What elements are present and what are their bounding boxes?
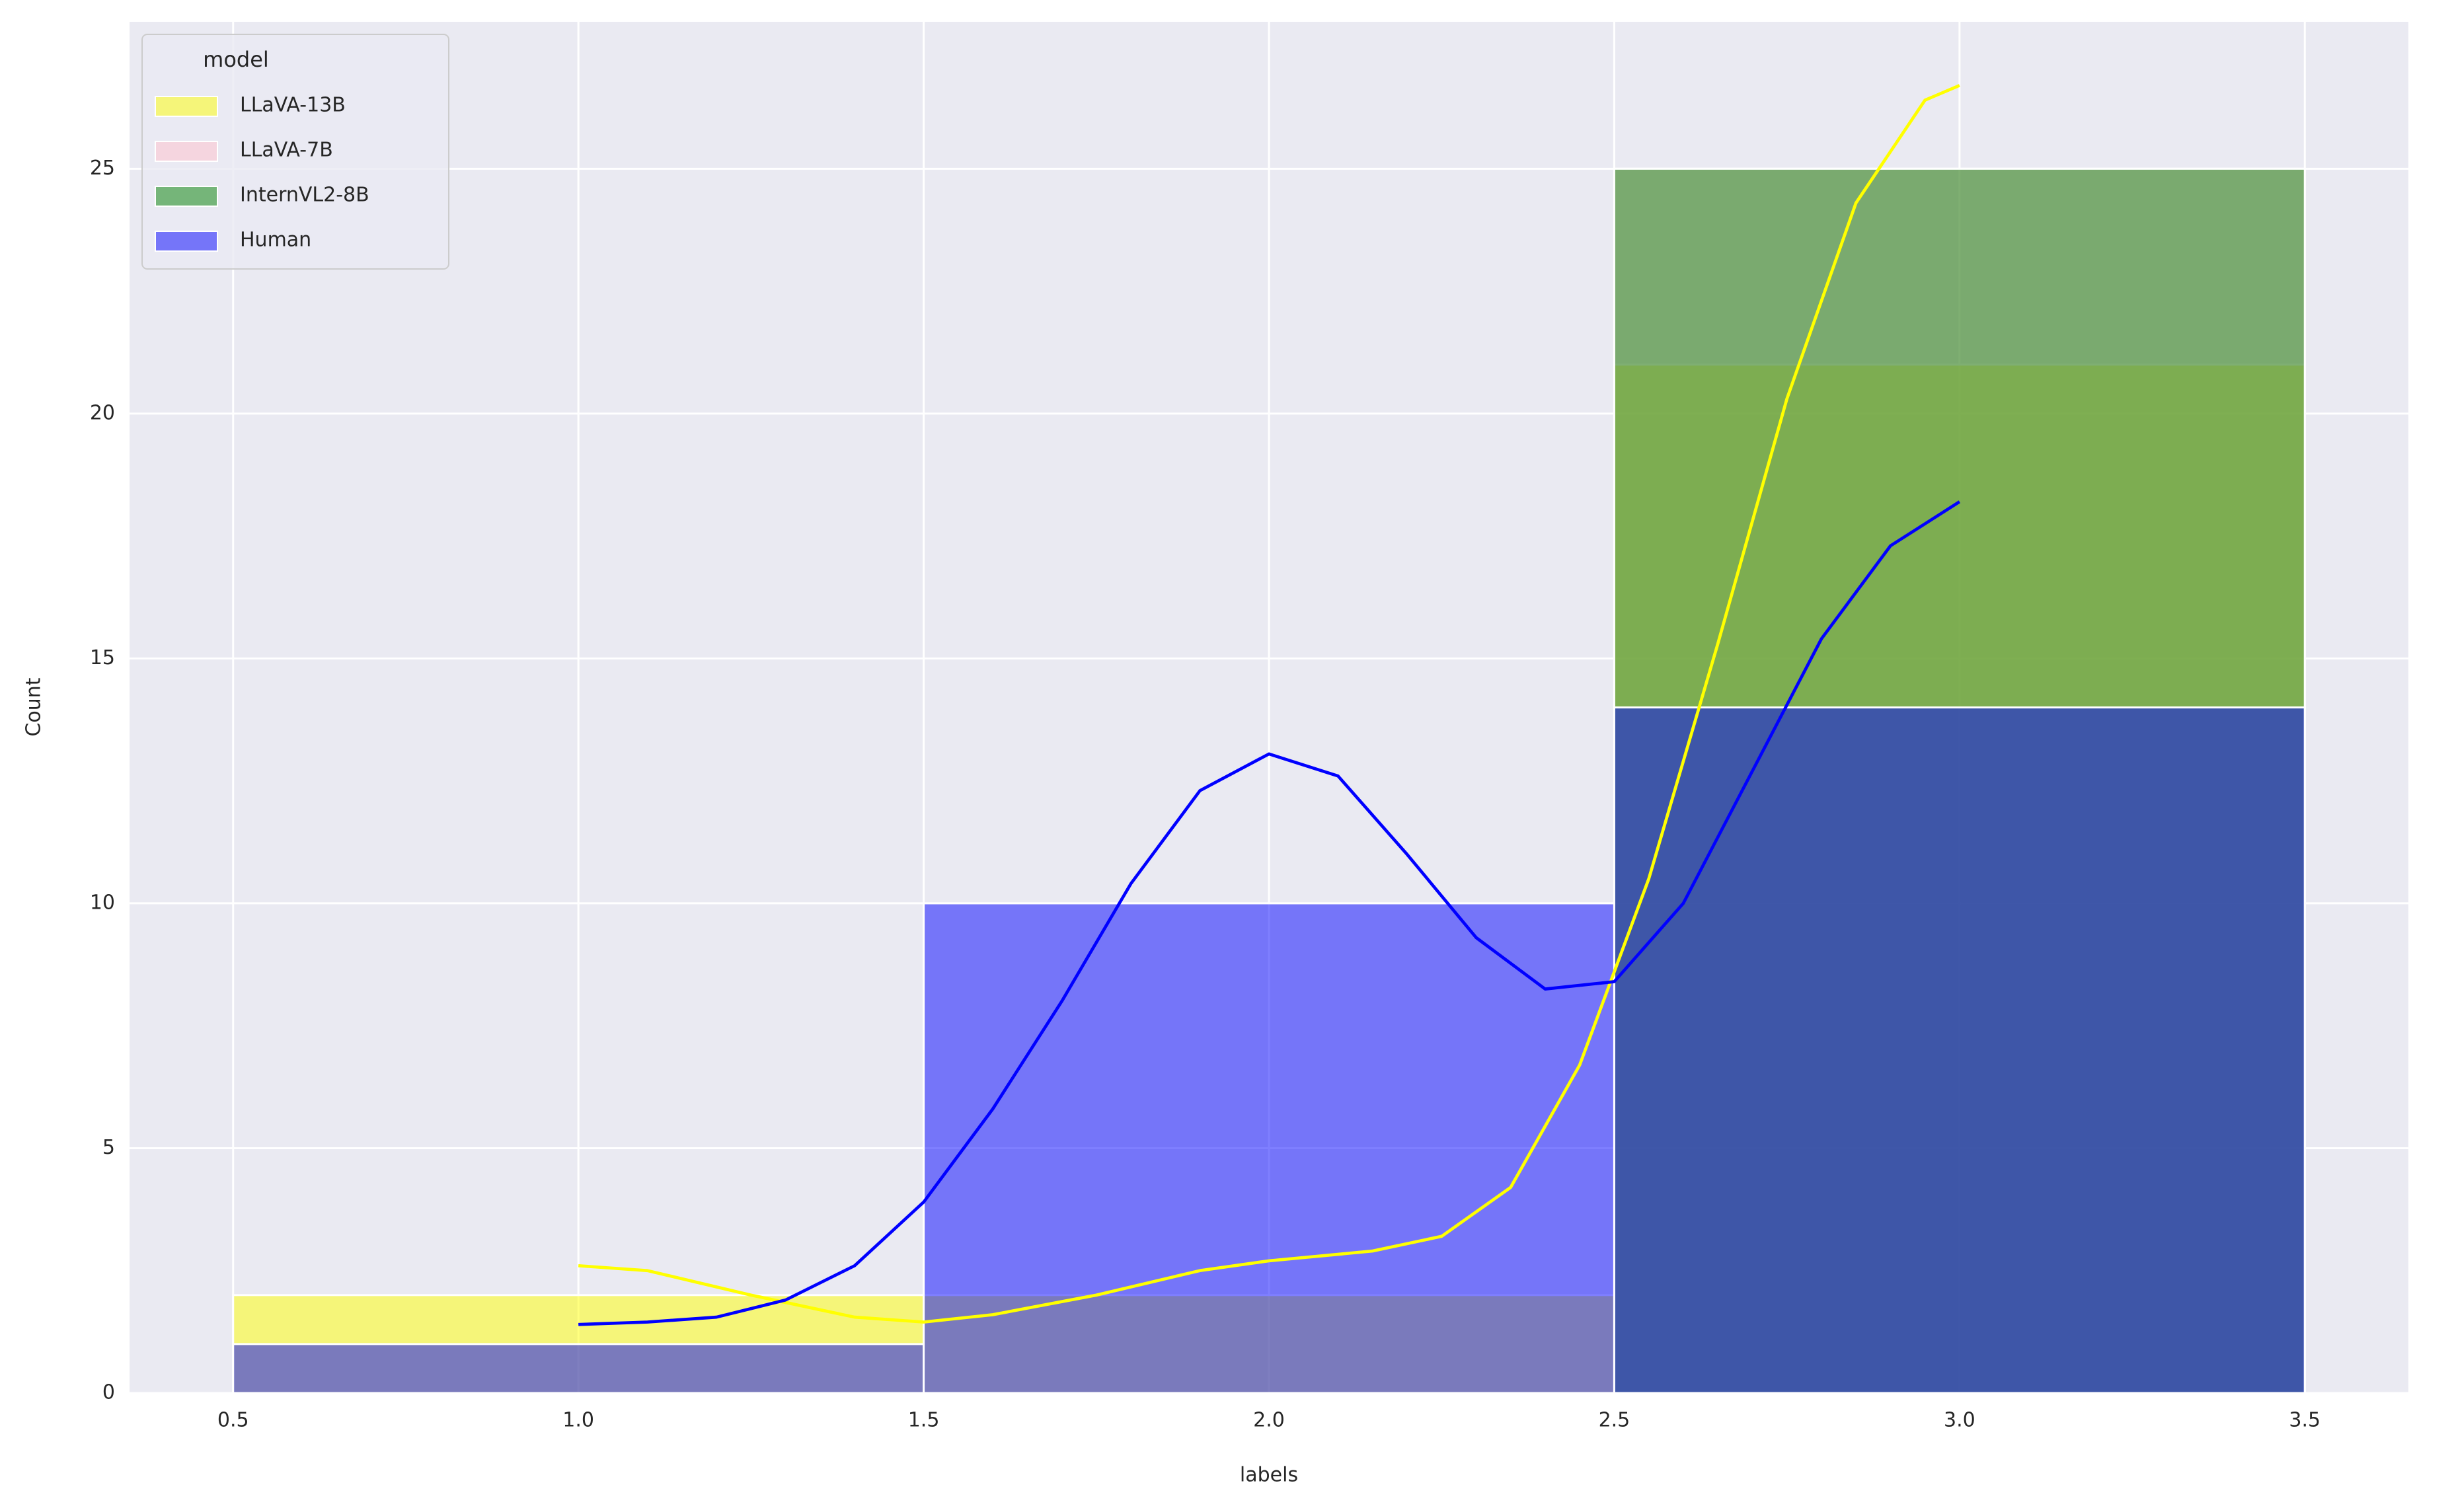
y-tick-label: 10 (90, 891, 115, 914)
x-tick-label: 2.0 (1253, 1409, 1285, 1432)
legend-label: Human (240, 229, 311, 252)
y-tick-label: 25 (90, 157, 115, 180)
bar (1613, 706, 2306, 1394)
x-axis-label: labels (1240, 1464, 1298, 1487)
y-tick-label: 15 (90, 646, 115, 669)
legend-box (141, 34, 449, 270)
y-tick-label: 0 (102, 1381, 115, 1404)
legend-label: LLaVA-7B (240, 139, 333, 162)
x-tick-label: 1.0 (562, 1409, 594, 1432)
x-tick-label: 0.5 (217, 1409, 249, 1432)
legend: model LLaVA-13B LLaVA-7B InternVL2-8B Human (141, 34, 449, 270)
kde-line (578, 500, 1961, 1326)
legend-swatch (155, 231, 218, 252)
legend-swatch (155, 186, 218, 207)
bar (232, 1343, 925, 1394)
bars (232, 167, 2306, 1394)
legend-title: model (203, 47, 269, 72)
x-tick-label: 1.5 (908, 1409, 940, 1432)
x-tick-label: 3.0 (1944, 1409, 1975, 1432)
y-tick-label: 20 (90, 401, 115, 424)
y-tick-label: 5 (102, 1136, 115, 1159)
x-tick-label: 2.5 (1599, 1409, 1630, 1432)
legend-label: InternVL2-8B (240, 184, 369, 207)
legend-label: LLaVA-13B (240, 94, 346, 117)
kde-lines (578, 84, 1961, 1326)
kde-line (578, 84, 1960, 1324)
x-tick-label: 3.5 (2289, 1409, 2320, 1432)
legend-swatch (155, 141, 218, 162)
legend-swatch (155, 96, 218, 117)
y-axis-label: Count (22, 677, 46, 736)
bar (923, 902, 1615, 1394)
